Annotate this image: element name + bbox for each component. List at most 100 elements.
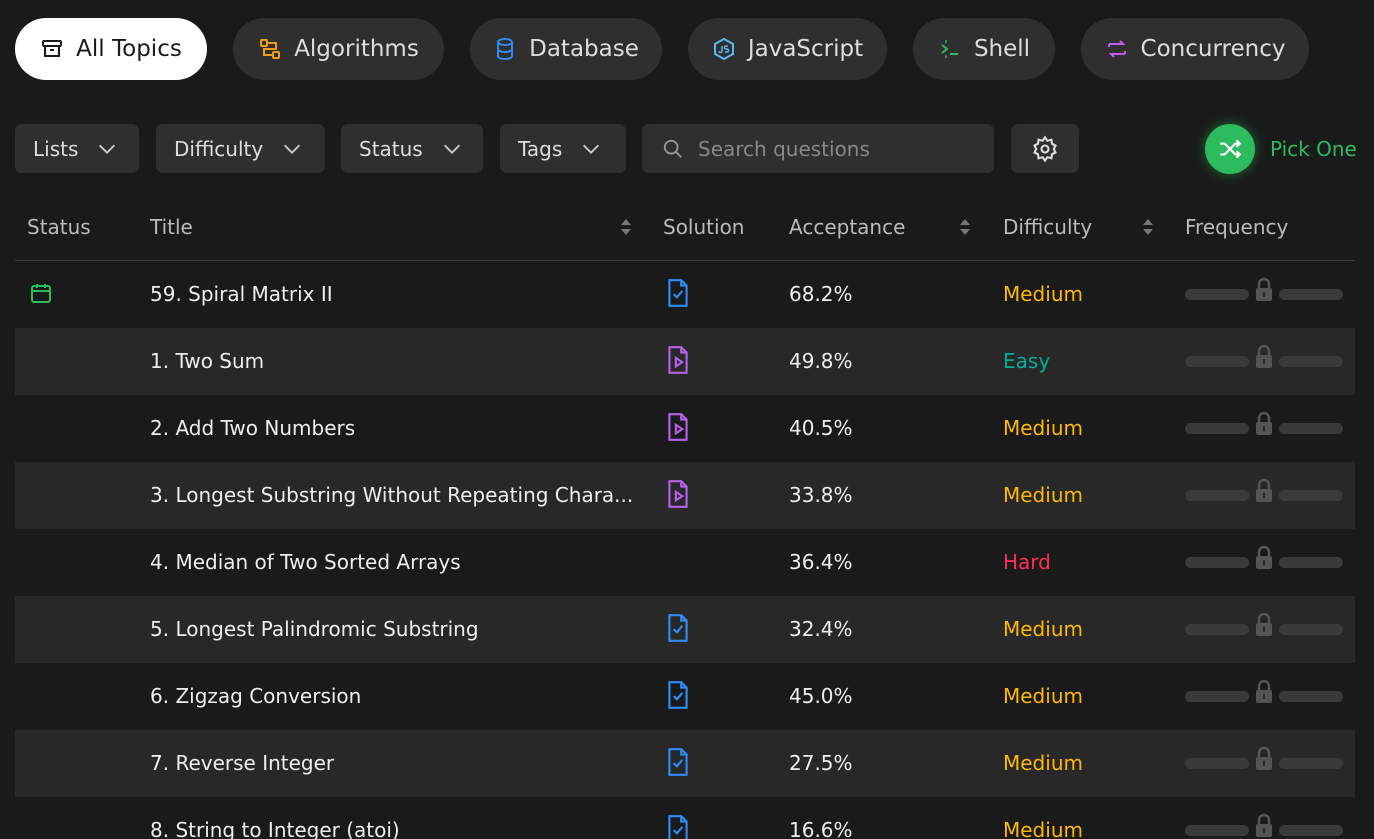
column-header[interactable]: Acceptance [789, 215, 906, 239]
acceptance-rate: 27.5% [789, 751, 853, 775]
filter-label: Status [359, 136, 423, 161]
solution-icon[interactable] [665, 479, 691, 513]
frequency-bar-locked [1185, 679, 1343, 703]
topic-icon [938, 37, 962, 61]
frequency-bar-locked [1185, 813, 1343, 837]
shuffle-circle [1205, 124, 1255, 174]
chevron-icon [580, 138, 602, 160]
difficulty: Medium [1003, 282, 1083, 306]
problem-row[interactable]: 2. Add Two Numbers 40.5% Medium [15, 395, 1355, 462]
gear-icon [1031, 134, 1059, 163]
column-header: Solution [663, 215, 745, 239]
frequency-bar-locked [1185, 411, 1343, 435]
difficulty: Medium [1003, 751, 1083, 775]
topic-label: Shell [973, 36, 1031, 62]
frequency-bar-locked [1185, 344, 1343, 368]
solution-icon[interactable] [665, 345, 691, 379]
topic-pill[interactable]: Database [470, 18, 662, 80]
column-header[interactable]: Difficulty [1003, 215, 1093, 239]
topic-label: Database [529, 36, 639, 62]
search-placeholder: Search questions [698, 136, 870, 161]
acceptance-rate: 49.8% [789, 349, 853, 373]
frequency-bar-locked [1185, 612, 1343, 636]
topic-icon [258, 37, 282, 61]
problem-title[interactable]: 3. Longest Substring Without Repeating C… [150, 483, 634, 507]
difficulty: Medium [1003, 416, 1083, 440]
solution-icon[interactable] [665, 747, 691, 781]
daily-calendar-icon [29, 281, 53, 309]
filter-label: Tags [518, 136, 563, 161]
acceptance-rate: 45.0% [789, 684, 853, 708]
filter-label: Difficulty [174, 136, 264, 161]
topic-pill[interactable]: Concurrency [1081, 18, 1309, 80]
sort-icon [1141, 217, 1155, 241]
problem-title[interactable]: 6. Zigzag Conversion [150, 684, 362, 708]
problem-title[interactable]: 1. Two Sum [150, 349, 265, 373]
topic-pill[interactable]: All Topics [15, 18, 207, 80]
sort-icon [619, 217, 633, 241]
pick-one-label: Pick One [1270, 137, 1357, 161]
search-icon [662, 138, 684, 160]
frequency-bar-locked [1185, 746, 1343, 770]
frequency-bar-locked [1185, 545, 1343, 569]
column-header[interactable]: Title [150, 215, 193, 239]
topic-pill[interactable]: Shell [913, 18, 1055, 80]
topic-icon [1105, 37, 1129, 61]
filter-label: Lists [33, 136, 79, 161]
topic-label: JavaScript [747, 36, 864, 62]
problem-title[interactable]: 4. Median of Two Sorted Arrays [150, 550, 461, 574]
filter-dropdown[interactable]: Tags [500, 124, 626, 173]
settings-button[interactable] [1011, 124, 1079, 173]
topic-label: Algorithms [294, 36, 419, 62]
filter-dropdown[interactable]: Lists [15, 124, 139, 173]
filter-dropdown[interactable]: Difficulty [156, 124, 325, 173]
topic-icon [712, 37, 736, 61]
search-box[interactable]: Search questions [642, 124, 994, 173]
problem-row[interactable]: 8. String to Integer (atoi) 16.6% Medium [15, 797, 1355, 839]
filter-dropdown[interactable]: Status [341, 124, 483, 173]
acceptance-rate: 36.4% [789, 550, 853, 574]
solution-icon[interactable] [665, 278, 691, 312]
acceptance-rate: 40.5% [789, 416, 853, 440]
acceptance-rate: 68.2% [789, 282, 853, 306]
difficulty: Medium [1003, 483, 1083, 507]
topic-icon [40, 37, 64, 61]
difficulty: Hard [1003, 550, 1051, 574]
problem-row[interactable]: 6. Zigzag Conversion 45.0% Medium [15, 663, 1355, 730]
problem-title[interactable]: 59. Spiral Matrix II [150, 282, 333, 306]
topic-label: All Topics [76, 36, 182, 62]
topic-label: Concurrency [1140, 36, 1286, 62]
difficulty: Medium [1003, 684, 1083, 708]
problem-title[interactable]: 8. String to Integer (atoi) [150, 818, 400, 839]
difficulty: Medium [1003, 818, 1083, 839]
topic-icon [493, 37, 517, 61]
column-header: Frequency [1185, 215, 1289, 239]
difficulty: Medium [1003, 617, 1083, 641]
acceptance-rate: 32.4% [789, 617, 853, 641]
problem-title[interactable]: 2. Add Two Numbers [150, 416, 356, 440]
topic-pill[interactable]: Algorithms [233, 18, 444, 80]
topic-pill[interactable]: JavaScript [688, 18, 887, 80]
frequency-bar-locked [1185, 277, 1343, 301]
problem-row[interactable]: 59. Spiral Matrix II 68.2% Medium [15, 261, 1355, 328]
problem-row[interactable]: 5. Longest Palindromic Substring 32.4% Med… [15, 596, 1355, 663]
header-divider [15, 260, 1355, 261]
solution-icon[interactable] [665, 412, 691, 446]
frequency-bar-locked [1185, 478, 1343, 502]
problem-row[interactable]: 1. Two Sum 49.8% Easy [15, 328, 1355, 395]
acceptance-rate: 16.6% [789, 818, 853, 839]
solution-icon[interactable] [665, 680, 691, 714]
problem-title[interactable]: 5. Longest Palindromic Substring [150, 617, 479, 641]
problem-row[interactable]: 7. Reverse Integer 27.5% Medium [15, 730, 1355, 797]
problem-title[interactable]: 7. Reverse Integer [150, 751, 335, 775]
solution-icon[interactable] [665, 613, 691, 647]
chevron-icon [441, 138, 463, 160]
column-header: Status [27, 215, 91, 239]
pick-one-button[interactable]: Pick One [1205, 124, 1357, 174]
problem-row[interactable]: 3. Longest Substring Without Repeating C… [15, 462, 1355, 529]
acceptance-rate: 33.8% [789, 483, 853, 507]
difficulty: Easy [1003, 349, 1051, 373]
solution-icon[interactable] [665, 814, 691, 839]
problem-row[interactable]: 4. Median of Two Sorted Arrays 36.4% Hard [15, 529, 1355, 596]
